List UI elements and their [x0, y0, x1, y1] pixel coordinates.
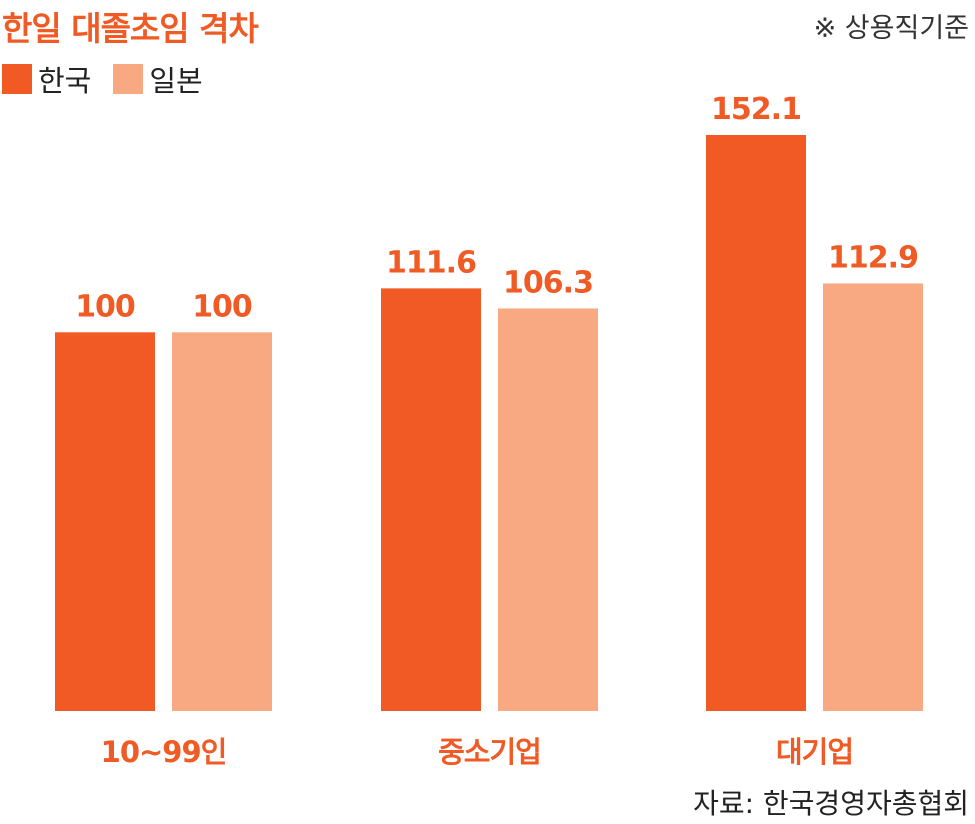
bar-korea-1	[55, 332, 155, 711]
chart-note: ※ 상용직기준	[813, 13, 969, 44]
bar-japan-3	[823, 283, 923, 711]
category-label-3: 대기업	[776, 735, 853, 769]
legend-item-korea: 한국	[2, 58, 91, 100]
chart-title: 한일 대졸초임 격차	[2, 9, 259, 48]
legend-label-japan: 일본	[149, 64, 203, 98]
chart-source: 자료: 한국경영자총협회	[693, 787, 969, 820]
value-label-japan-1: 100	[192, 289, 252, 324]
bar-japan-2	[498, 308, 598, 711]
bar-korea-2	[381, 288, 481, 711]
category-label-2: 중소기업	[438, 735, 541, 769]
value-label-japan-3: 112.9	[828, 240, 918, 275]
value-label-korea-1: 100	[75, 289, 135, 324]
value-label-korea-3: 152.1	[711, 92, 801, 127]
value-label-korea-2: 111.6	[386, 245, 476, 280]
value-label-japan-2: 106.3	[503, 265, 593, 300]
legend-label-korea: 한국	[38, 64, 92, 98]
legend-swatch-korea	[2, 64, 32, 94]
legend-swatch-japan	[113, 64, 144, 94]
legend-item-japan: 일본	[113, 58, 203, 100]
bar-japan-1	[172, 332, 272, 711]
category-label-1: 10~99인	[101, 735, 227, 769]
legend: 한국 일본	[2, 58, 225, 100]
bar-korea-3	[706, 135, 806, 711]
